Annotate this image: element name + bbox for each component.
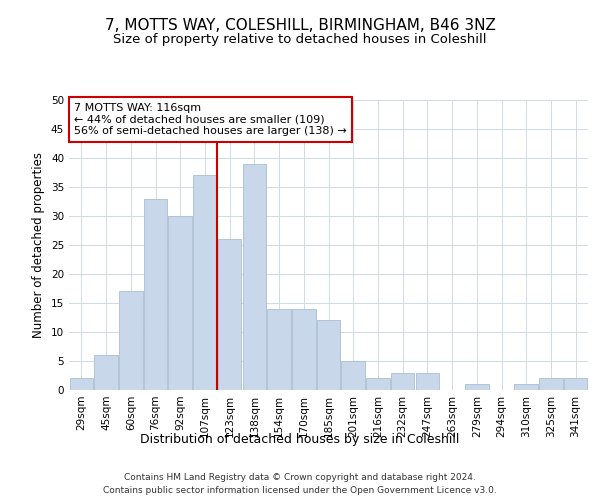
Bar	[366, 378, 389, 390]
Bar	[539, 378, 563, 390]
Bar	[268, 309, 291, 390]
Bar	[391, 372, 415, 390]
Bar	[144, 198, 167, 390]
Bar	[242, 164, 266, 390]
Bar	[193, 176, 217, 390]
Text: 7 MOTTS WAY: 116sqm
← 44% of detached houses are smaller (109)
56% of semi-detac: 7 MOTTS WAY: 116sqm ← 44% of detached ho…	[74, 103, 347, 136]
Text: Contains HM Land Registry data © Crown copyright and database right 2024.
Contai: Contains HM Land Registry data © Crown c…	[103, 472, 497, 494]
Bar	[317, 320, 340, 390]
Bar	[218, 239, 241, 390]
Bar	[94, 355, 118, 390]
Text: Distribution of detached houses by size in Coleshill: Distribution of detached houses by size …	[140, 432, 460, 446]
Bar	[514, 384, 538, 390]
Y-axis label: Number of detached properties: Number of detached properties	[32, 152, 46, 338]
Bar	[564, 378, 587, 390]
Bar	[416, 372, 439, 390]
Bar	[341, 361, 365, 390]
Bar	[70, 378, 93, 390]
Text: Size of property relative to detached houses in Coleshill: Size of property relative to detached ho…	[113, 32, 487, 46]
Bar	[119, 292, 143, 390]
Bar	[465, 384, 488, 390]
Text: 7, MOTTS WAY, COLESHILL, BIRMINGHAM, B46 3NZ: 7, MOTTS WAY, COLESHILL, BIRMINGHAM, B46…	[104, 18, 496, 32]
Bar	[169, 216, 192, 390]
Bar	[292, 309, 316, 390]
